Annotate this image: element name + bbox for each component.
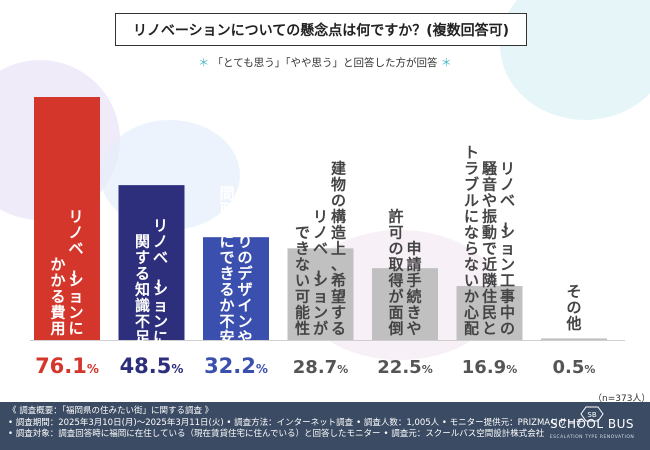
bar-1	[34, 97, 100, 340]
bar-6	[456, 286, 523, 340]
bar-5	[372, 268, 438, 340]
survey-source-text: • 調査元：スクールバス空間設計株式会社	[383, 429, 545, 439]
bar-7	[541, 338, 607, 340]
survey-sample-text: • 調査人数：1,005人 • モニター提供元：PRIZMAリサーチ	[356, 417, 585, 428]
chart-subtitle: ＊ 「とても思う」「やや思う」と回答した方が回答 ＊	[0, 54, 650, 70]
survey-title-text: 《 調査概要：「福岡県の住みたい街」に関する調査 》	[8, 406, 214, 416]
value-label-4: 28.7%	[293, 357, 348, 378]
school-bus-logo: SB SCHOOL BUS ESCALATION TYPE RENOVATION	[540, 406, 644, 448]
bar-label-5-col-1: 申請手続きや	[406, 239, 421, 337]
value-label-3: 32.2%	[204, 354, 268, 378]
logo-hex-icon: SB	[580, 406, 604, 422]
bar-label-2-col-2: 関する知識不足	[135, 232, 151, 346]
bar-label-7-col-1: その他	[565, 282, 581, 332]
footer-line-3: • 調査対象：調査回答時に福岡に在住している（現在賃貸住宅に住んでいる）と回答し…	[8, 429, 584, 441]
value-label-2: 48.5%	[120, 354, 184, 378]
survey-period-text: • 調査期間：2025年3月10日(月)〜2025年3月11日(火) • 調査方…	[8, 417, 354, 428]
value-label-5: 22.5%	[377, 357, 432, 378]
bar-label-6-col-3: トラブルにならないか心配	[464, 143, 479, 337]
bar-2	[118, 185, 185, 340]
logo-mark-text: SB	[587, 411, 596, 419]
bar-label-1-col-1: リノベーションに	[64, 207, 83, 337]
footer-line-1: 《 調査概要：「福岡県の住みたい街」に関する調査 》	[8, 406, 584, 418]
bar-label-4-col-2: リノベーションが	[309, 207, 329, 337]
sample-size-note: （n=373人）	[593, 394, 650, 404]
logo-tagline: ESCALATION TYPE RENOVATION	[549, 434, 635, 440]
value-label-7: 0.5%	[553, 357, 596, 378]
bar-label-4-col-1: 建物の構造上、希望する	[331, 159, 347, 337]
bar-4	[287, 248, 354, 340]
chart-title: リノベーションについての懸念点は何ですか？(複数回答可)	[115, 13, 527, 46]
bar-label-2-col-1: リノベーションに	[149, 216, 168, 346]
subtitle-text: 「とても思う」「やや思う」と回答した方が回答	[212, 57, 438, 69]
bar-label-1-col-2: かかる費用	[50, 255, 65, 337]
bar-label-3-col-2: 間取りにできるか不安	[219, 184, 235, 346]
value-label-6: 16.9%	[462, 357, 517, 378]
value-label-1: 76.1%	[35, 354, 99, 378]
sparkle-icon-right: ＊	[440, 56, 452, 69]
survey-footer: 《 調査概要：「福岡県の住みたい街」に関する調査 》 • 調査期間：2025年3…	[0, 402, 650, 450]
bar-3	[203, 237, 269, 340]
survey-target-text: • 調査対象：調査回答時に福岡に在住している（現在賃貸住宅に住んでいる）と回答し…	[8, 429, 381, 439]
sparkle-icon-left: ＊	[198, 56, 210, 69]
bar-label-6-col-2: 騒音や振動で近隣住民と	[482, 159, 498, 337]
bar-label-3-col-1: 希望通りのデザインや	[237, 184, 253, 346]
logo-name: SCHOOL BUS	[549, 417, 635, 431]
bar-label-4-col-3: できない可能性	[295, 223, 310, 337]
bar-group-7: その他 0.5%	[541, 282, 607, 378]
bar-label-5-col-2: 許可の取得が面倒	[387, 207, 404, 337]
footer-line-2: • 調査期間：2025年3月10日(月)〜2025年3月11日(火) • 調査方…	[8, 418, 584, 430]
bar-label-6-col-1: リノベーション工事中の	[496, 159, 515, 337]
